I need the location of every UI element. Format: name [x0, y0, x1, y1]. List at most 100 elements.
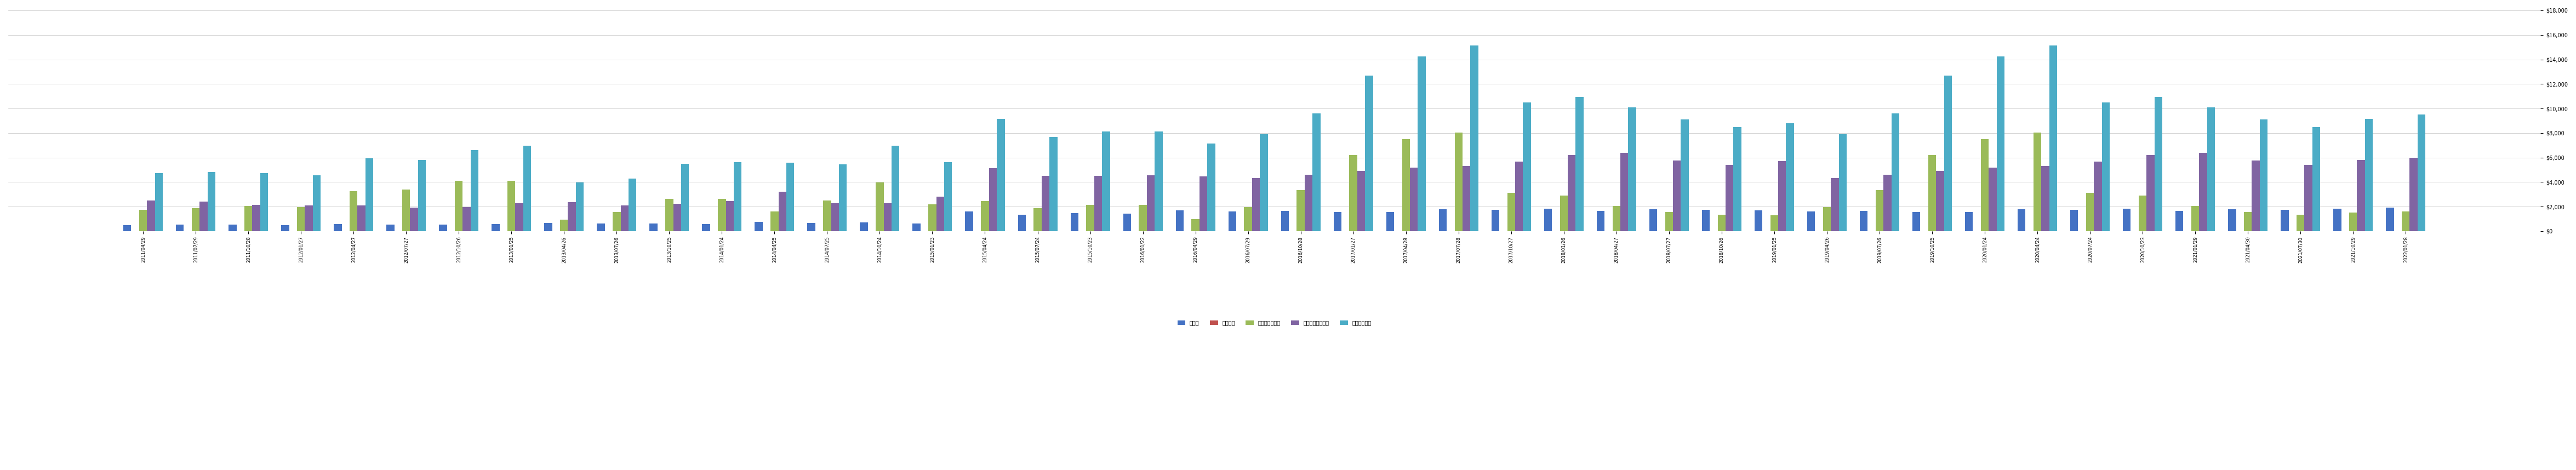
Bar	[2123, 209, 2130, 231]
Bar	[1123, 213, 1131, 231]
Bar	[1672, 160, 1682, 231]
Bar	[1569, 155, 1577, 231]
Bar	[410, 208, 417, 231]
Bar	[252, 205, 260, 231]
Bar	[927, 204, 935, 231]
Bar	[1229, 212, 1236, 231]
Bar	[719, 199, 726, 231]
Bar	[1515, 162, 1522, 231]
Bar	[1734, 127, 1741, 231]
Bar	[1139, 205, 1146, 231]
Bar	[1048, 137, 1056, 231]
Bar	[1018, 215, 1025, 231]
Bar	[2017, 210, 2025, 231]
Bar	[2040, 166, 2048, 231]
Bar	[1543, 209, 1551, 231]
Bar	[358, 205, 366, 231]
Bar	[2146, 155, 2154, 231]
Bar	[1033, 208, 1041, 231]
Bar	[515, 203, 523, 231]
Bar	[2032, 132, 2040, 231]
Bar	[456, 181, 464, 231]
Bar	[2259, 119, 2267, 231]
Bar	[981, 201, 989, 231]
Bar	[1455, 132, 1463, 231]
Bar	[997, 118, 1005, 231]
Bar	[335, 224, 343, 231]
Bar	[1808, 212, 1816, 231]
Bar	[726, 201, 734, 231]
Bar	[1401, 139, 1409, 231]
Bar	[832, 203, 840, 231]
Bar	[1334, 212, 1342, 231]
Bar	[2334, 209, 2342, 231]
Bar	[629, 179, 636, 231]
Bar	[1718, 215, 1726, 231]
Bar	[1620, 153, 1628, 231]
Bar	[2192, 206, 2200, 231]
Bar	[312, 175, 319, 231]
Bar	[1103, 132, 1110, 231]
Bar	[1777, 161, 1785, 231]
Bar	[2048, 46, 2058, 231]
Bar	[613, 212, 621, 231]
Bar	[507, 181, 515, 231]
Bar	[198, 202, 209, 231]
Bar	[778, 192, 786, 231]
Bar	[1613, 206, 1620, 231]
Bar	[464, 207, 471, 231]
Bar	[1200, 176, 1208, 231]
Bar	[260, 173, 268, 231]
Bar	[1945, 76, 1953, 231]
Bar	[402, 189, 410, 231]
Bar	[966, 212, 974, 231]
Bar	[2365, 119, 2372, 231]
Bar	[1649, 209, 1656, 231]
Bar	[2409, 157, 2416, 231]
Bar	[438, 224, 446, 231]
Bar	[2071, 210, 2079, 231]
Bar	[1244, 207, 1252, 231]
Bar	[891, 146, 899, 231]
Bar	[1929, 155, 1937, 231]
Bar	[386, 225, 394, 231]
Bar	[1785, 123, 1793, 231]
Bar	[649, 224, 657, 231]
Bar	[2200, 153, 2208, 231]
Bar	[417, 160, 425, 231]
Bar	[155, 173, 162, 231]
Bar	[1996, 56, 2004, 231]
Bar	[770, 212, 778, 231]
Bar	[945, 162, 953, 231]
Bar	[1989, 167, 1996, 231]
Bar	[876, 182, 884, 231]
Bar	[2138, 196, 2146, 231]
Bar	[1386, 212, 1394, 231]
Bar	[672, 204, 680, 231]
Bar	[1260, 134, 1267, 231]
Bar	[1875, 190, 1883, 231]
Bar	[2208, 108, 2215, 231]
Bar	[1087, 204, 1095, 231]
Bar	[245, 206, 252, 231]
Bar	[884, 204, 891, 231]
Bar	[567, 202, 577, 231]
Bar	[139, 210, 147, 231]
Bar	[2244, 212, 2251, 231]
Bar	[1417, 56, 1425, 231]
Bar	[1981, 139, 1989, 231]
Bar	[1154, 131, 1162, 231]
Bar	[350, 191, 358, 231]
Bar	[755, 222, 762, 231]
Bar	[577, 183, 585, 231]
Bar	[1883, 175, 1891, 231]
Bar	[2102, 102, 2110, 231]
Bar	[1095, 176, 1103, 231]
Bar	[1937, 171, 1945, 231]
Bar	[1754, 210, 1762, 231]
Bar	[2280, 210, 2287, 231]
Bar	[1577, 97, 1584, 231]
Bar	[1492, 210, 1499, 231]
Bar	[523, 146, 531, 231]
Bar	[281, 225, 289, 231]
